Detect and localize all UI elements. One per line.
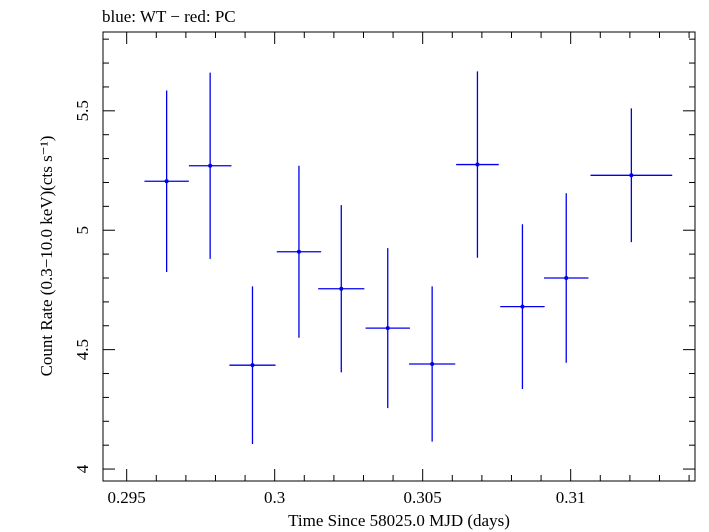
y-tick-label: 5.5: [73, 100, 92, 121]
data-point: [456, 71, 499, 258]
point-marker: [564, 275, 569, 280]
data-point: [544, 193, 589, 363]
data-point: [229, 286, 276, 444]
point-marker: [296, 249, 301, 254]
y-axis-label: Count Rate (0.3−10.0 keV)(cts s⁻¹): [37, 136, 56, 377]
data-point: [318, 205, 365, 373]
point-marker: [208, 163, 213, 168]
y-tick-label: 4.5: [73, 339, 92, 360]
x-tick-label: 0.31: [556, 488, 586, 507]
point-marker: [629, 173, 634, 178]
data-point: [409, 286, 456, 442]
data-points: [144, 71, 673, 444]
point-marker: [164, 179, 169, 184]
point-marker: [385, 326, 390, 331]
point-marker: [475, 162, 480, 167]
axis-ticks: [103, 32, 695, 481]
data-point: [188, 72, 232, 259]
data-point: [276, 165, 322, 338]
x-tick-label: 0.305: [404, 488, 442, 507]
data-point: [144, 90, 189, 273]
point-marker: [520, 304, 525, 309]
plot-frame: [102, 31, 696, 482]
x-tick-label: 0.295: [108, 488, 146, 507]
chart-title: blue: WT − red: PC: [102, 7, 236, 26]
point-marker: [339, 286, 344, 291]
data-point: [590, 108, 673, 243]
point-marker: [250, 363, 255, 368]
axis-tick-labels: 0.295 0.3 0.305 0.31 4 4.5 5 5.5: [73, 100, 586, 507]
data-point: [500, 224, 545, 390]
y-tick-label: 4: [73, 464, 92, 473]
x-tick-label: 0.3: [264, 488, 285, 507]
data-point: [365, 248, 410, 409]
x-axis-label: Time Since 58025.0 MJD (days): [288, 511, 510, 530]
y-tick-label: 5: [73, 226, 92, 235]
point-marker: [430, 361, 435, 366]
